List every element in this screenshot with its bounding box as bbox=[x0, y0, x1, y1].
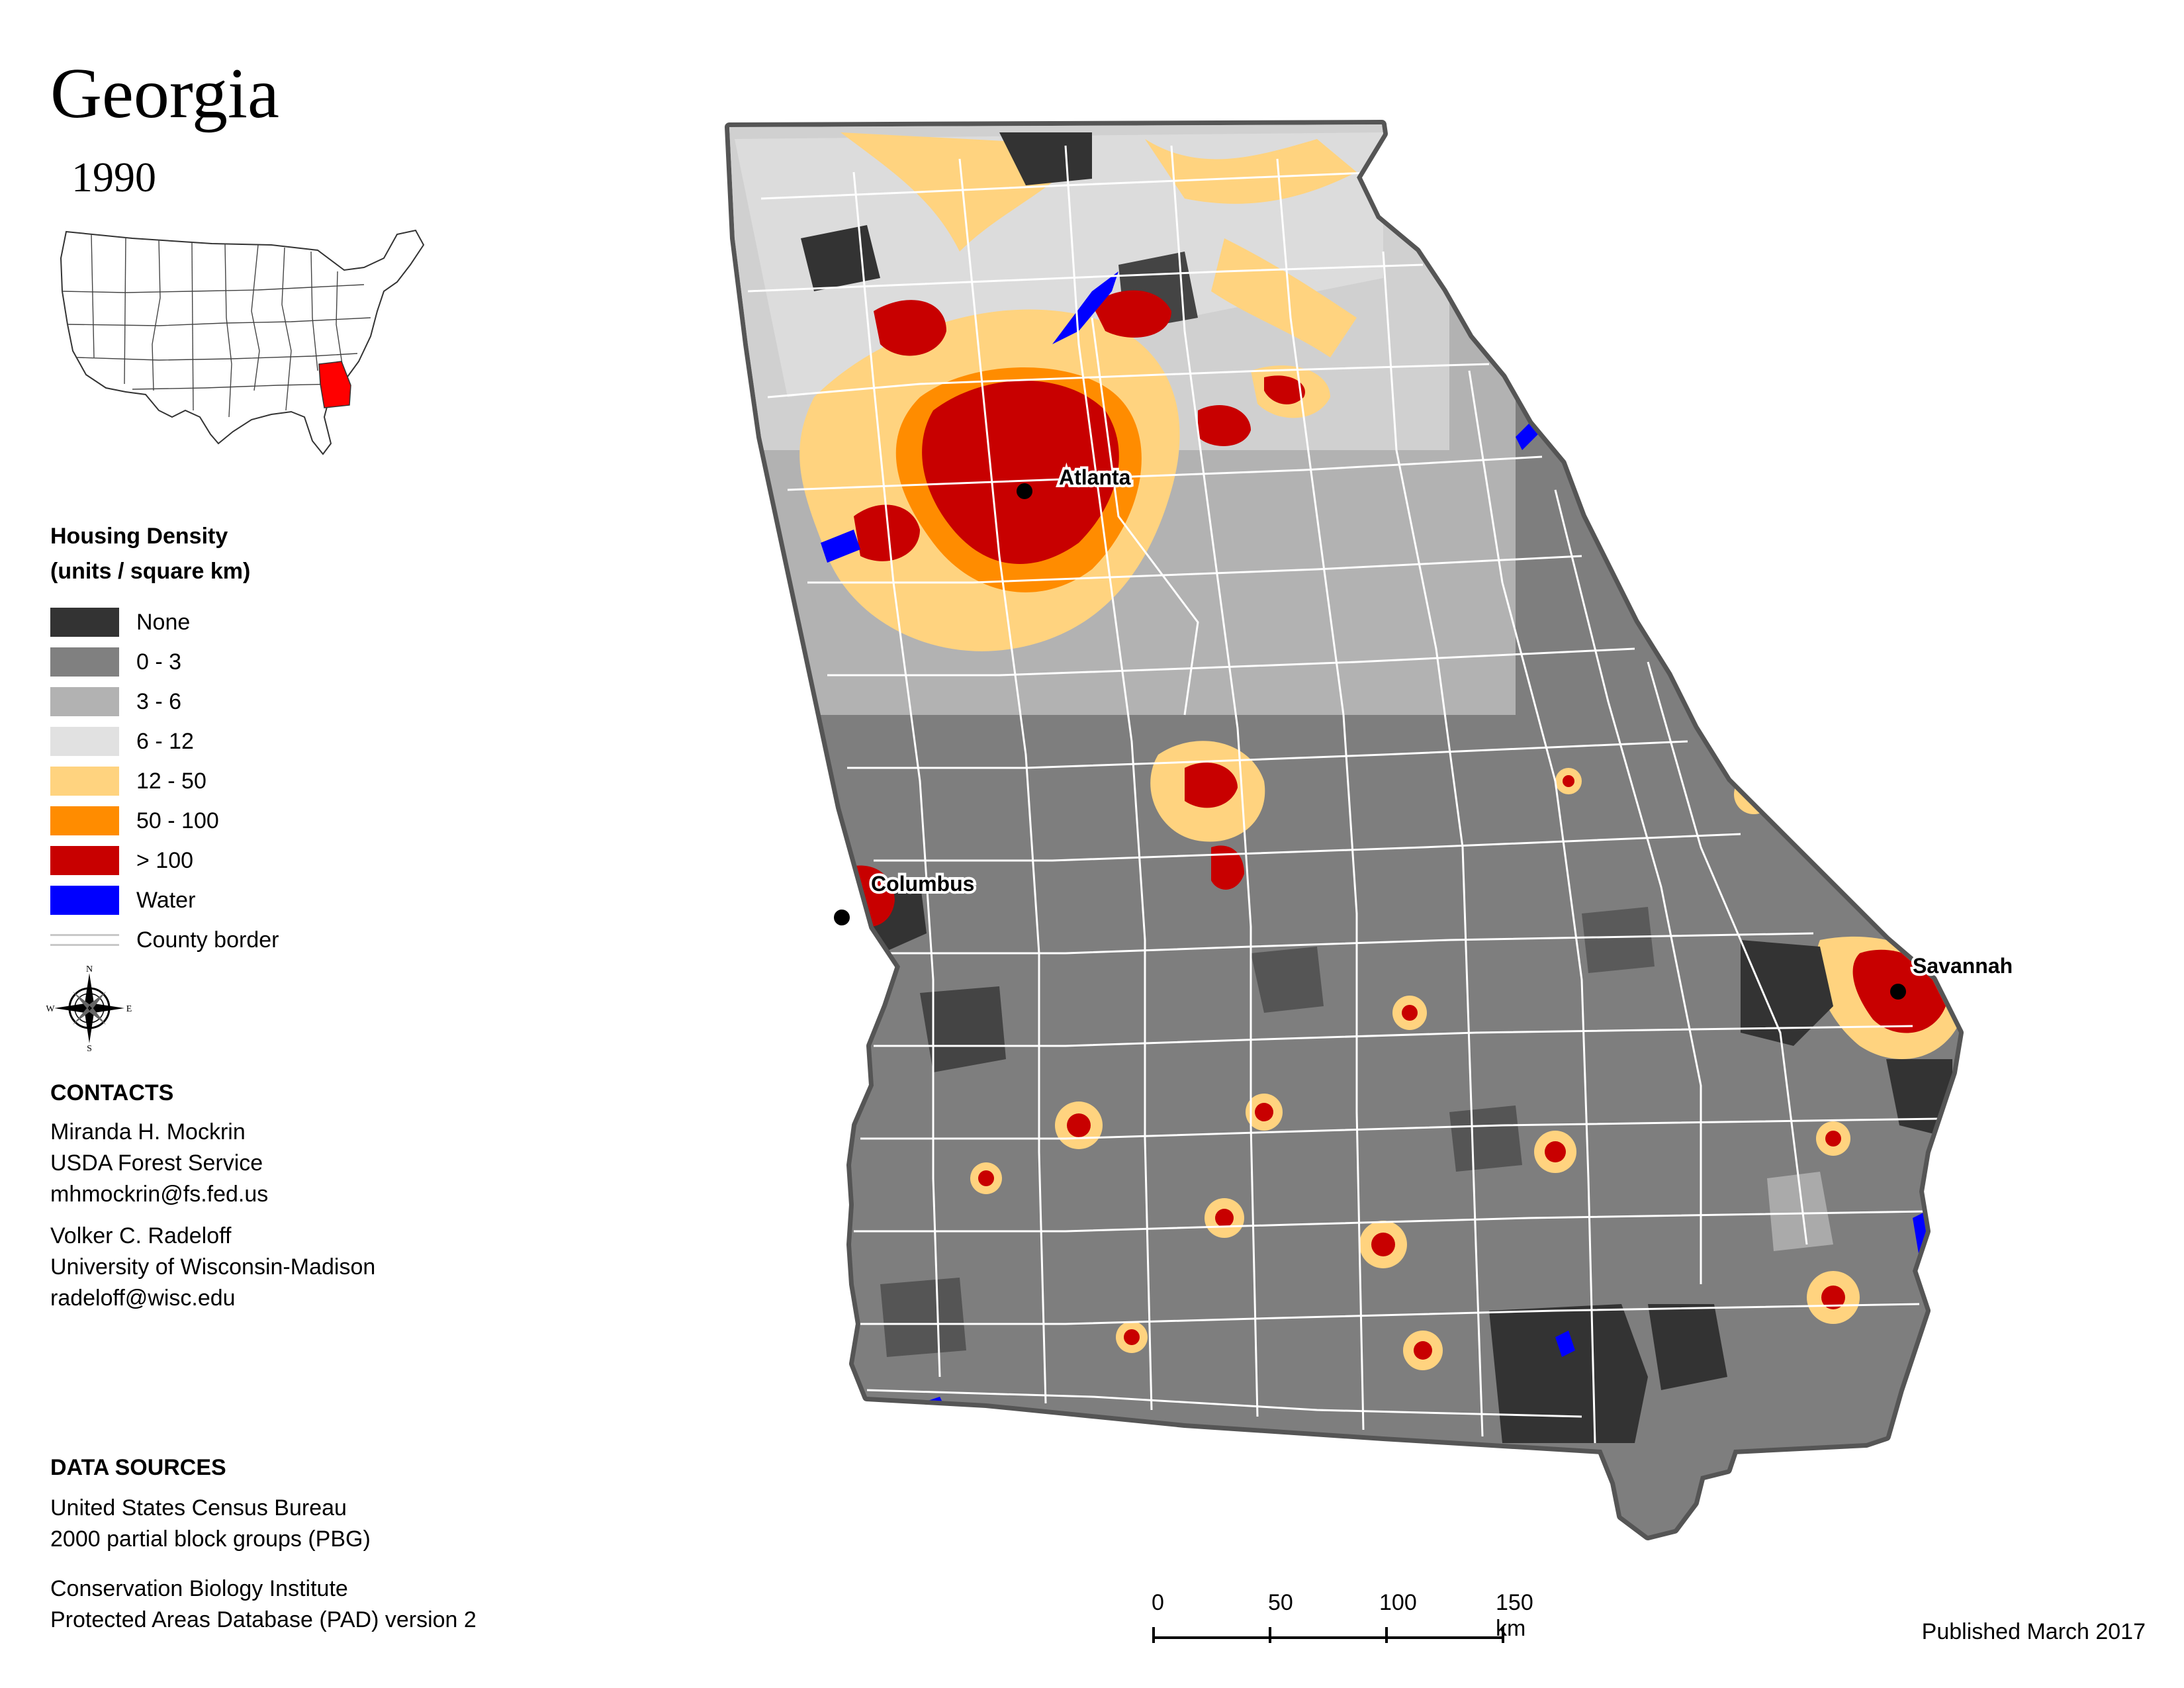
data-source-line: 2000 partial block groups (PBG) bbox=[50, 1526, 371, 1552]
legend-label: 12 - 50 bbox=[136, 768, 206, 794]
density-layer bbox=[729, 124, 1959, 1536]
contact-name: Miranda H. Mockrin bbox=[50, 1119, 246, 1145]
scale-bar: 0 50 100 150 km bbox=[1152, 1590, 1535, 1650]
legend-item-12-50: 12 - 50 bbox=[50, 761, 279, 801]
legend-label: 50 - 100 bbox=[136, 808, 219, 833]
city-columbus: Columbus bbox=[834, 869, 977, 925]
city-label-savannah: Savannah bbox=[1913, 954, 2013, 978]
county-borders bbox=[747, 145, 1940, 1444]
contact-email[interactable]: mhmockrin@fs.fed.us bbox=[50, 1182, 269, 1207]
legend-title: Housing Density (units / square km) bbox=[50, 519, 250, 588]
contact-person-1: Miranda H. Mockrin USDA Forest Service m… bbox=[50, 1117, 375, 1210]
contact-org: University of Wisconsin-Madison bbox=[50, 1254, 376, 1280]
scale-tick-label: 100 bbox=[1379, 1590, 1417, 1615]
data-sources-heading: DATA SOURCES bbox=[50, 1455, 226, 1480]
legend-label: > 100 bbox=[136, 847, 194, 873]
legend-label: None bbox=[136, 609, 191, 635]
data-source-line: Protected Areas Database (PAD) version 2 bbox=[50, 1607, 477, 1632]
city-label-atlanta: Atlanta bbox=[1059, 465, 1131, 489]
contacts-heading: CONTACTS bbox=[50, 1080, 174, 1105]
legend-label: 6 - 12 bbox=[136, 728, 194, 754]
legend-item-county-border: County border bbox=[50, 920, 279, 960]
legend-swatch bbox=[50, 846, 119, 875]
data-source-line: United States Census Bureau bbox=[50, 1495, 347, 1521]
legend-swatch bbox=[50, 806, 119, 835]
city-label-columbus: Columbus bbox=[871, 872, 974, 896]
city-atlanta: Atlanta bbox=[1017, 463, 1134, 499]
legend-item-3-6: 3 - 6 bbox=[50, 682, 279, 722]
data-sources-section: DATA SOURCES United States Census Bureau… bbox=[50, 1455, 477, 1636]
compass-s: S bbox=[87, 1044, 92, 1051]
scale-tick-label: 0 bbox=[1152, 1590, 1164, 1615]
city-marker-savannah bbox=[1890, 984, 1906, 1000]
data-source-census: United States Census Bureau 2000 partial… bbox=[50, 1493, 477, 1555]
data-source-line: Conservation Biology Institute bbox=[50, 1576, 348, 1601]
legend-item-50-100: 50 - 100 bbox=[50, 801, 279, 841]
contact-email[interactable]: radeloff@wisc.edu bbox=[50, 1286, 236, 1311]
legend-item-none: None bbox=[50, 602, 279, 642]
contact-person-2: Volker C. Radeloff University of Wiscons… bbox=[50, 1221, 375, 1314]
compass-n: N bbox=[86, 965, 93, 974]
compass-w: W bbox=[46, 1004, 55, 1014]
legend-swatch bbox=[50, 727, 119, 756]
scale-bar-line bbox=[1152, 1627, 1504, 1643]
legend-title-line2: (units / square km) bbox=[50, 558, 251, 584]
legend-title-line1: Housing Density bbox=[50, 524, 228, 549]
compass-rose-icon: N S E W bbox=[46, 965, 132, 1051]
legend-item-over-100: > 100 bbox=[50, 841, 279, 880]
housing-density-legend: None 0 - 3 3 - 6 6 - 12 12 - 50 50 - 100… bbox=[50, 602, 279, 960]
us-outline bbox=[60, 229, 425, 455]
city-savannah: Savannah bbox=[1890, 951, 2015, 1000]
legend-label: County border bbox=[136, 927, 279, 953]
us-state-lines bbox=[62, 234, 371, 418]
georgia-housing-density-map: Atlanta Columbus Savannah bbox=[725, 120, 2015, 1540]
map-title: Georgia bbox=[50, 54, 279, 133]
contacts-section: CONTACTS Miranda H. Mockrin USDA Forest … bbox=[50, 1080, 375, 1314]
legend-swatch bbox=[50, 608, 119, 637]
city-marker-atlanta bbox=[1017, 483, 1032, 499]
us-locator-inset-map bbox=[60, 229, 425, 455]
legend-item-0-3: 0 - 3 bbox=[50, 642, 279, 682]
contact-name: Volker C. Radeloff bbox=[50, 1223, 232, 1248]
legend-label: 0 - 3 bbox=[136, 649, 182, 675]
county-border-swatch bbox=[50, 934, 119, 946]
legend-swatch bbox=[50, 886, 119, 915]
legend-label: 3 - 6 bbox=[136, 688, 182, 714]
city-marker-columbus bbox=[834, 910, 850, 925]
legend-swatch bbox=[50, 687, 119, 716]
map-year: 1990 bbox=[71, 154, 156, 201]
legend-swatch bbox=[50, 647, 119, 677]
legend-swatch bbox=[50, 767, 119, 796]
legend-item-water: Water bbox=[50, 880, 279, 920]
scale-tick-label: 50 bbox=[1268, 1590, 1293, 1615]
legend-label: Water bbox=[136, 887, 196, 913]
legend-item-6-12: 6 - 12 bbox=[50, 722, 279, 761]
published-date: Published March 2017 bbox=[1921, 1619, 2146, 1644]
georgia-highlight bbox=[318, 361, 351, 408]
data-source-pad: Conservation Biology Institute Protected… bbox=[50, 1573, 477, 1636]
compass-e: E bbox=[126, 1004, 132, 1014]
contact-org: USDA Forest Service bbox=[50, 1150, 263, 1176]
